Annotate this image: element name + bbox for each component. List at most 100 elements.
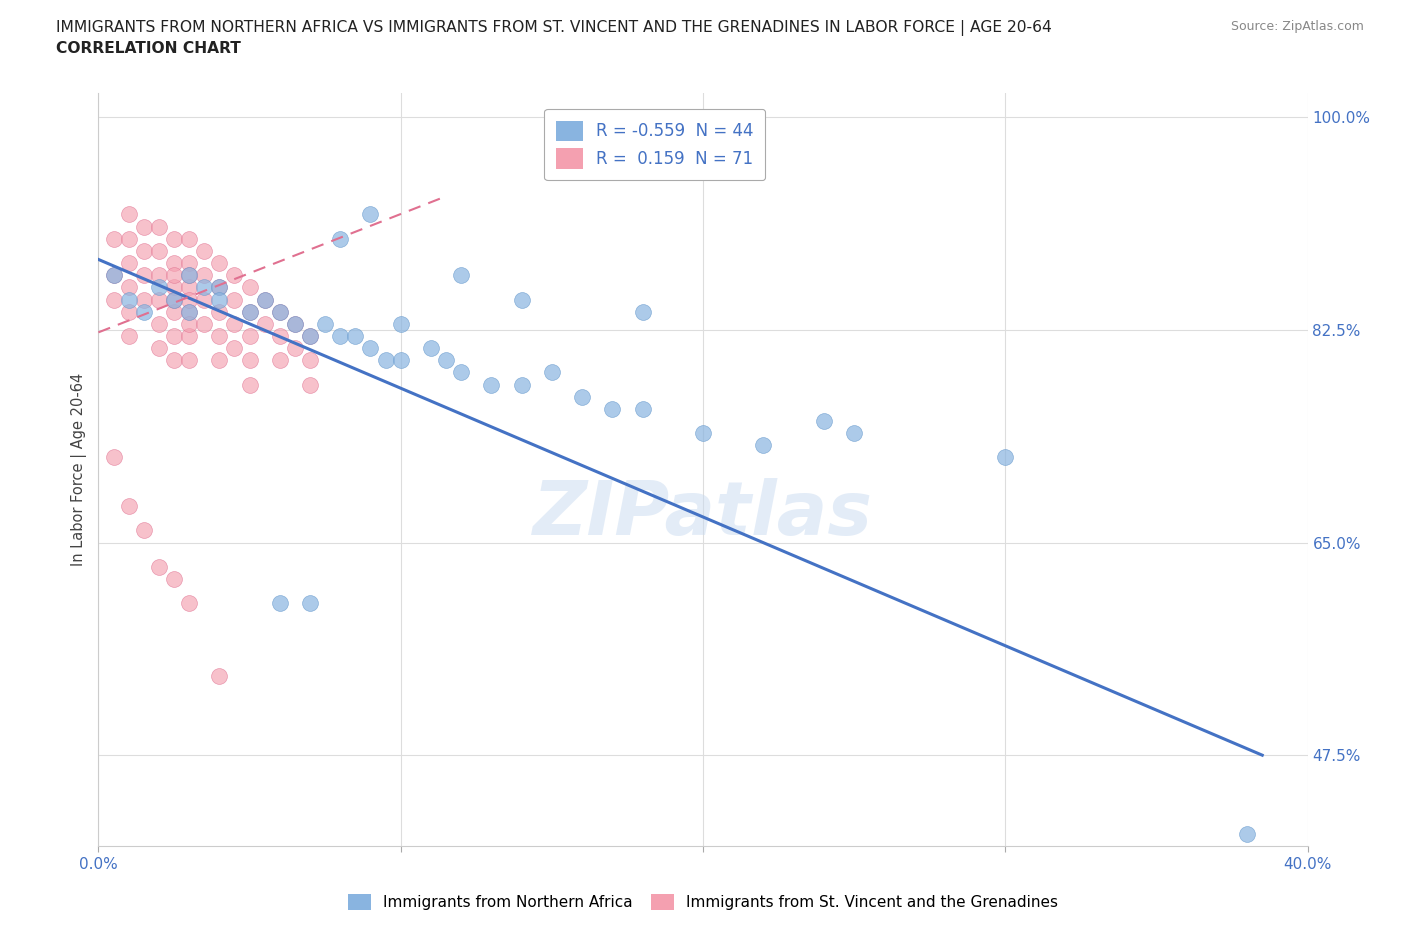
Point xyxy=(602,402,624,417)
Point xyxy=(208,280,231,295)
Point xyxy=(163,292,186,307)
Point xyxy=(253,292,276,307)
Point xyxy=(208,304,231,319)
Point xyxy=(132,219,155,234)
Point xyxy=(118,280,141,295)
Point xyxy=(329,232,352,246)
Point xyxy=(163,292,186,307)
Point xyxy=(148,316,170,331)
Point xyxy=(179,304,201,319)
Point xyxy=(193,244,215,259)
Legend: Immigrants from Northern Africa, Immigrants from St. Vincent and the Grenadines: Immigrants from Northern Africa, Immigra… xyxy=(340,886,1066,918)
Point xyxy=(253,292,276,307)
Point xyxy=(329,328,352,343)
Point xyxy=(179,328,201,343)
Text: ZIPatlas: ZIPatlas xyxy=(533,478,873,551)
Text: CORRELATION CHART: CORRELATION CHART xyxy=(56,41,240,56)
Point xyxy=(163,304,186,319)
Point xyxy=(284,316,307,331)
Point xyxy=(132,523,155,538)
Point xyxy=(224,316,246,331)
Point xyxy=(269,304,291,319)
Point xyxy=(118,207,141,222)
Point xyxy=(179,304,201,319)
Point xyxy=(208,280,231,295)
Point xyxy=(692,426,714,441)
Point xyxy=(103,268,125,283)
Point xyxy=(208,292,231,307)
Y-axis label: In Labor Force | Age 20-64: In Labor Force | Age 20-64 xyxy=(72,373,87,566)
Point xyxy=(163,232,186,246)
Point xyxy=(540,365,562,379)
Point xyxy=(208,352,231,367)
Point xyxy=(163,352,186,367)
Point xyxy=(179,256,201,271)
Point xyxy=(148,244,170,259)
Point xyxy=(148,280,170,295)
Point xyxy=(299,352,322,367)
Point xyxy=(224,340,246,355)
Point xyxy=(163,256,186,271)
Point xyxy=(148,219,170,234)
Point xyxy=(132,268,155,283)
Point xyxy=(163,328,186,343)
Point xyxy=(224,268,246,283)
Point xyxy=(844,426,866,441)
Point xyxy=(193,316,215,331)
Point xyxy=(179,596,201,611)
Point xyxy=(132,292,155,307)
Point xyxy=(269,596,291,611)
Point xyxy=(510,378,533,392)
Point xyxy=(239,352,262,367)
Point xyxy=(118,256,141,271)
Point xyxy=(148,560,170,575)
Point xyxy=(450,268,472,283)
Point xyxy=(434,352,457,367)
Point xyxy=(239,304,262,319)
Point xyxy=(284,340,307,355)
Point xyxy=(118,232,141,246)
Point xyxy=(813,414,835,429)
Point xyxy=(193,268,215,283)
Point xyxy=(239,328,262,343)
Point xyxy=(389,316,412,331)
Point xyxy=(1236,827,1258,842)
Point xyxy=(163,572,186,587)
Point xyxy=(224,292,246,307)
Point xyxy=(118,292,141,307)
Point xyxy=(269,352,291,367)
Point xyxy=(148,292,170,307)
Point xyxy=(239,304,262,319)
Point xyxy=(148,340,170,355)
Point xyxy=(374,352,396,367)
Point xyxy=(994,450,1017,465)
Point xyxy=(239,378,262,392)
Point xyxy=(299,378,322,392)
Point xyxy=(118,328,141,343)
Point xyxy=(103,292,125,307)
Point xyxy=(389,352,412,367)
Point xyxy=(571,390,593,405)
Point xyxy=(360,340,382,355)
Point xyxy=(420,340,443,355)
Point xyxy=(179,292,201,307)
Point xyxy=(132,304,155,319)
Point xyxy=(450,365,472,379)
Text: Source: ZipAtlas.com: Source: ZipAtlas.com xyxy=(1230,20,1364,33)
Point xyxy=(299,328,322,343)
Point xyxy=(208,328,231,343)
Point xyxy=(631,402,654,417)
Point xyxy=(314,316,336,331)
Point xyxy=(103,232,125,246)
Point xyxy=(179,232,201,246)
Point xyxy=(284,316,307,331)
Point xyxy=(103,268,125,283)
Point xyxy=(132,244,155,259)
Point xyxy=(163,268,186,283)
Point xyxy=(193,280,215,295)
Point xyxy=(631,304,654,319)
Point xyxy=(360,207,382,222)
Point xyxy=(118,498,141,513)
Point xyxy=(344,328,367,343)
Point xyxy=(269,328,291,343)
